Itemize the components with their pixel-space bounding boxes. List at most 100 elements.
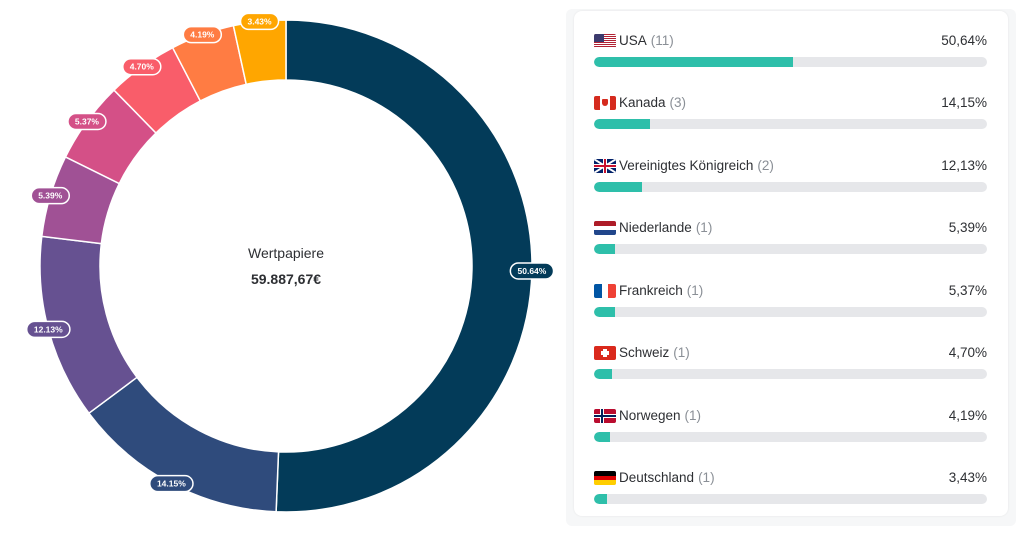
slice-label-text: 5.39% [38,191,63,201]
progress-track [594,307,987,317]
slice-label: 12.13% [25,320,71,339]
country-name: Schweiz (1) [619,345,690,360]
slice-label-text: 50.64% [518,266,547,276]
progress-track [594,494,987,504]
country-row: Norwegen (1) 4,19% [594,405,987,445]
slice-label-pill [25,320,71,339]
slice-label: 50.64% [509,262,555,280]
flag-germany-icon [594,471,616,485]
country-name-text: Kanada [619,95,666,110]
donut-chart: 50.64% 14.15% 12.13% 5.39% 5.37% 4.70% 4.19% 3.… [25,12,555,513]
country-count: (1) [686,283,704,298]
flag-netherlands-icon [594,221,616,235]
progress-track [594,119,987,129]
slice-label-text: 12.13% [34,324,63,334]
country-count: (1) [698,470,715,485]
flag-usa-icon [594,34,616,48]
progress-fill [594,369,613,379]
slice-label-pill [182,25,223,44]
slice-label-text: 4.70% [130,62,155,72]
country-percentage: 5,37% [948,283,987,298]
slice-label-text: 14.15% [157,479,186,489]
flag-uk-icon [594,159,616,173]
country-row-header: USA (11) 50,64% [594,30,987,52]
country-name: Frankreich (1) [619,283,703,298]
country-row: Deutschland (1) 3,43% [594,467,987,507]
progress-fill [594,57,793,67]
country-percentage: 50,64% [941,33,987,48]
country-name: Vereinigtes Königreich (2) [619,158,774,173]
slice-label-pill [239,12,280,31]
country-row-header: Frankreich (1) 5,37% [594,280,987,302]
country-row-header: Vereinigtes Königreich (2) 12,13% [594,155,987,177]
slice-label-pill [122,57,162,76]
slice-label-text: 3.43% [247,16,272,26]
country-count: (3) [669,95,687,110]
country-row: Schweiz (1) 4,70% [594,342,987,382]
country-percentage: 3,43% [948,470,987,485]
country-row: Kanada (3) 14,15% [594,92,987,132]
slice-label: 4.70% [122,57,162,76]
country-row-header: Kanada (3) 14,15% [594,92,987,114]
slice-label: 3.43% [239,12,280,31]
flag-canada-icon [594,96,616,110]
slice-label: 14.15% [149,474,194,493]
progress-track [594,244,987,254]
slice-label-text: 5.37% [75,116,100,126]
slice-label-pill [67,112,107,131]
country-percentage: 12,13% [941,158,987,173]
country-row: USA (11) 50,64% [594,30,987,70]
country-row-header: Niederlande (1) 5,39% [594,217,987,239]
progress-track [594,432,987,442]
flag-switzerland-icon [594,346,616,360]
country-count: (1) [673,345,690,360]
country-list-panel: USA (11) 50,64% Kanada (3) 14,15% Vereinigtes … [574,11,1008,516]
country-name-text: Norwegen [619,408,681,423]
country-name: USA (11) [619,33,674,48]
slice-label-pill [30,186,71,205]
country-name: Norwegen (1) [619,408,701,423]
progress-fill [594,119,650,129]
slice-label: 4.19% [182,25,223,44]
donut-center-label: Wertpapiere [248,245,324,261]
slice-label-pill [149,474,194,493]
donut-slice [275,19,533,513]
country-count: (2) [757,158,774,173]
progress-fill [594,494,608,504]
country-percentage: 14,15% [941,95,987,110]
country-name: Deutschland (1) [619,470,715,485]
progress-track [594,369,987,379]
country-row-header: Norwegen (1) 4,19% [594,405,987,427]
country-name-text: Deutschland [619,470,695,485]
country-percentage: 5,39% [948,220,987,235]
progress-fill [594,307,616,317]
flag-norway-icon [594,409,616,423]
progress-track [594,182,987,192]
slice-label-text: 4.19% [190,30,215,40]
slice-label-pill [509,262,555,280]
country-name-text: Vereinigtes Königreich [619,158,754,173]
country-name-text: Niederlande [619,220,692,235]
country-name: Kanada (3) [619,95,686,110]
country-row: Vereinigtes Königreich (2) 12,13% [594,155,987,195]
progress-fill [594,432,611,442]
country-name-text: Schweiz [619,345,670,360]
country-row: Niederlande (1) 5,39% [594,217,987,257]
slice-label: 5.39% [30,186,71,205]
country-percentage: 4,70% [948,345,987,360]
donut-center-value: 59.887,67€ [251,271,321,287]
slice-label: 5.37% [67,112,107,131]
country-name-text: USA [619,33,647,48]
country-name-text: Frankreich [619,283,683,298]
country-row-header: Deutschland (1) 3,43% [594,467,987,489]
country-count: (1) [684,408,702,423]
progress-track [594,57,987,67]
country-row: Frankreich (1) 5,37% [594,280,987,320]
progress-fill [594,244,616,254]
country-count: (1) [695,220,713,235]
flag-france-icon [594,284,616,298]
progress-fill [594,182,642,192]
country-count: (11) [650,33,674,48]
country-name: Niederlande (1) [619,220,712,235]
country-row-header: Schweiz (1) 4,70% [594,342,987,364]
